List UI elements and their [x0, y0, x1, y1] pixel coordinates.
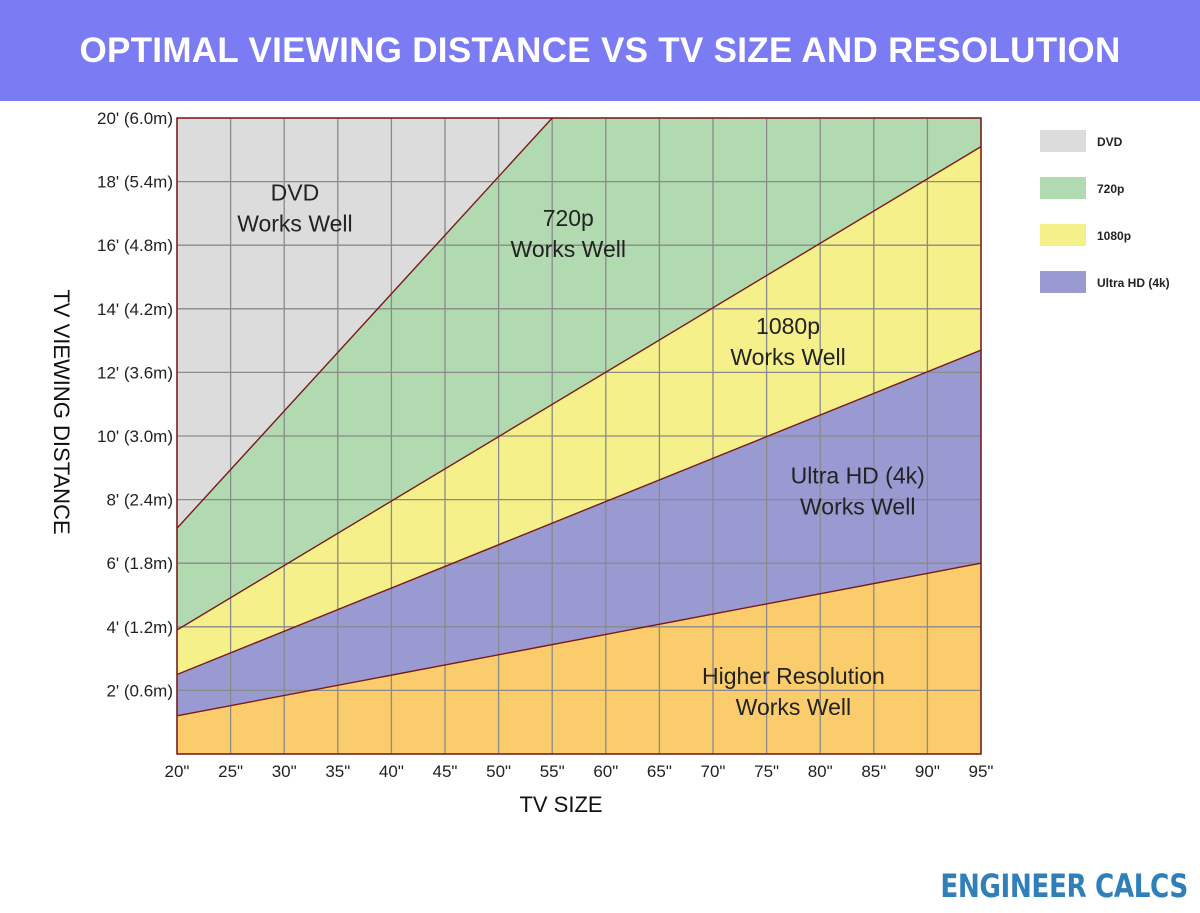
- legend-swatch: [1040, 177, 1086, 199]
- y-tick-label: 8' (2.4m): [106, 491, 173, 510]
- region-label-uhd: Ultra HD (4k) Works Well: [791, 463, 925, 520]
- region-higher-resolution: [177, 563, 981, 754]
- x-tick-label: 50": [486, 762, 511, 781]
- legend-swatch: [1040, 224, 1086, 246]
- y-tick-label: 16' (4.8m): [97, 236, 173, 255]
- y-tick-label: 14' (4.2m): [97, 300, 173, 319]
- legend-swatch: [1040, 130, 1086, 152]
- legend-item: 1080p: [1040, 224, 1131, 246]
- y-tick-label: 10' (3.0m): [97, 427, 173, 446]
- y-axis-title: TV VIEWING DISTANCE: [49, 289, 74, 534]
- region-label-dvd: DVD Works Well: [237, 180, 352, 237]
- y-tick-label: 4' (1.2m): [106, 618, 173, 637]
- legend: DVD 720p 1080p Ultra HD (4k): [1040, 130, 1170, 293]
- region-label-higher: Higher Resolution Works Well: [702, 663, 885, 720]
- region-label-p1080: 1080p Works Well: [730, 313, 845, 370]
- x-tick-label: 95": [969, 762, 994, 781]
- x-tick-label: 70": [701, 762, 726, 781]
- x-tick-label: 40": [379, 762, 404, 781]
- region-labels: Higher Resolution Works Well Ultra HD (4k)…: [237, 180, 925, 720]
- x-tick-label: 45": [433, 762, 458, 781]
- x-tick-label: 65": [647, 762, 672, 781]
- legend-swatch: [1040, 271, 1086, 293]
- title-banner: OPTIMAL VIEWING DISTANCE VS TV SIZE AND …: [0, 0, 1200, 101]
- boundary-line-dvd: [176, 117, 553, 529]
- x-tick-label: 80": [808, 762, 833, 781]
- legend-label: 720p: [1097, 182, 1124, 196]
- x-tick-label: 85": [861, 762, 886, 781]
- y-tick-label: 6' (1.8m): [106, 554, 173, 573]
- x-tick-label: 75": [754, 762, 779, 781]
- plot-frame: [176, 117, 982, 755]
- x-tick-label: 55": [540, 762, 565, 781]
- x-axis-title: TV SIZE: [519, 792, 602, 817]
- x-tick-label: 90": [915, 762, 940, 781]
- y-tick-labels: 2' (0.6m) 4' (1.2m) 6' (1.8m) 8' (2.4m) 10' …: [97, 109, 173, 700]
- y-tick-label: 2' (0.6m): [106, 681, 173, 700]
- brand-logo: ENGINEER CALCS: [940, 867, 1188, 905]
- region-label-p720: 720p Works Well: [511, 205, 626, 262]
- plot-border: [176, 117, 982, 755]
- y-tick-label: 20' (6.0m): [97, 109, 173, 128]
- legend-item: Ultra HD (4k): [1040, 271, 1170, 293]
- y-tick-label: 12' (3.6m): [97, 363, 173, 382]
- page-title: OPTIMAL VIEWING DISTANCE VS TV SIZE AND …: [79, 30, 1121, 70]
- x-tick-label: 25": [218, 762, 243, 781]
- x-tick-label: 60": [593, 762, 618, 781]
- y-tick-label: 18' (5.4m): [97, 173, 173, 192]
- legend-label: Ultra HD (4k): [1097, 276, 1170, 290]
- legend-item: 720p: [1040, 177, 1124, 199]
- boundary-lines-layer: [176, 117, 982, 717]
- x-tick-label: 20": [165, 762, 190, 781]
- boundary-line-1080p: [176, 349, 982, 676]
- legend-item: DVD: [1040, 130, 1123, 152]
- x-tick-labels: 20" 25" 30" 35" 40" 45" 50" 55" 60" 65" 70" 75" 80" 8…: [165, 762, 994, 781]
- boundary-line-ultra-hd-4k: [176, 562, 982, 717]
- legend-label: 1080p: [1097, 229, 1131, 243]
- x-tick-label: 35": [325, 762, 350, 781]
- x-tick-label: 30": [272, 762, 297, 781]
- legend-label: DVD: [1097, 135, 1123, 149]
- boundary-line-720p: [176, 146, 982, 631]
